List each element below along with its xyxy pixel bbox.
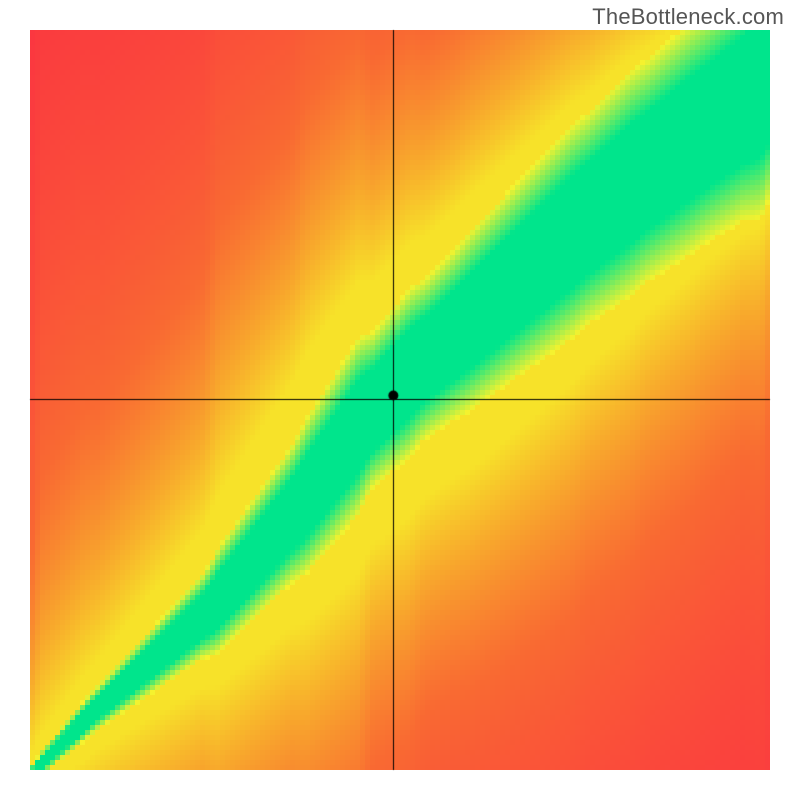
chart-container: { "watermark": { "text": "TheBottleneck.… bbox=[0, 0, 800, 800]
crosshair-overlay bbox=[0, 0, 800, 800]
watermark-text: TheBottleneck.com bbox=[592, 4, 784, 30]
